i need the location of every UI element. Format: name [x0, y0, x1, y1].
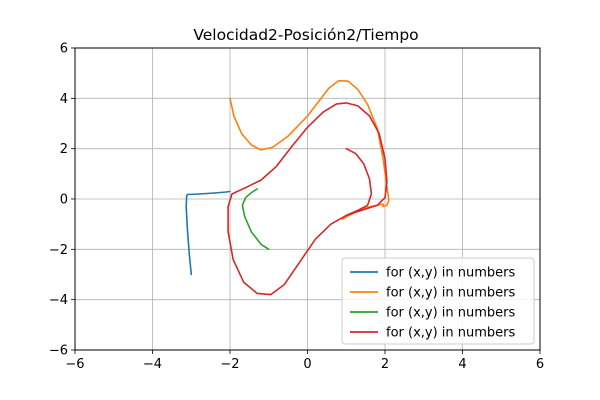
series-line-4: [227, 102, 388, 296]
y-tick-label: 0: [60, 193, 68, 208]
legend: for (x,y) in numbers for (x,y) in number…: [341, 257, 535, 345]
y-tick-label: 2: [60, 142, 68, 157]
x-tick-label: −2: [220, 357, 239, 372]
legend-box: [341, 257, 535, 345]
legend-label-2: for (x,y) in numbers: [386, 286, 516, 301]
y-tick-label: 4: [60, 92, 68, 107]
axis-ticks: −6 −4 −2 0 2 4 6 −6 −4 −2 0 2 4 6: [49, 42, 544, 373]
x-tick-label: 4: [458, 357, 466, 372]
x-tick-label: −4: [143, 357, 162, 372]
y-tick-label: 6: [60, 42, 68, 57]
y-tick-label: −6: [49, 344, 68, 359]
x-tick-label: 2: [381, 357, 389, 372]
series-line-1: [185, 190, 231, 276]
legend-label-1: for (x,y) in numbers: [386, 266, 516, 281]
series-line-2: [229, 79, 390, 220]
series-line-3: [241, 188, 270, 251]
series-lines: [185, 79, 390, 296]
x-tick-label: 6: [536, 357, 544, 372]
y-tick-label: −2: [49, 243, 68, 258]
chart-title: Velocidad2-Posición2/Tiempo: [193, 26, 418, 44]
x-tick-label: −6: [65, 357, 84, 372]
x-tick-label: 0: [303, 357, 311, 372]
legend-label-4: for (x,y) in numbers: [386, 326, 516, 341]
y-tick-label: −4: [49, 293, 68, 308]
legend-label-3: for (x,y) in numbers: [386, 306, 516, 321]
